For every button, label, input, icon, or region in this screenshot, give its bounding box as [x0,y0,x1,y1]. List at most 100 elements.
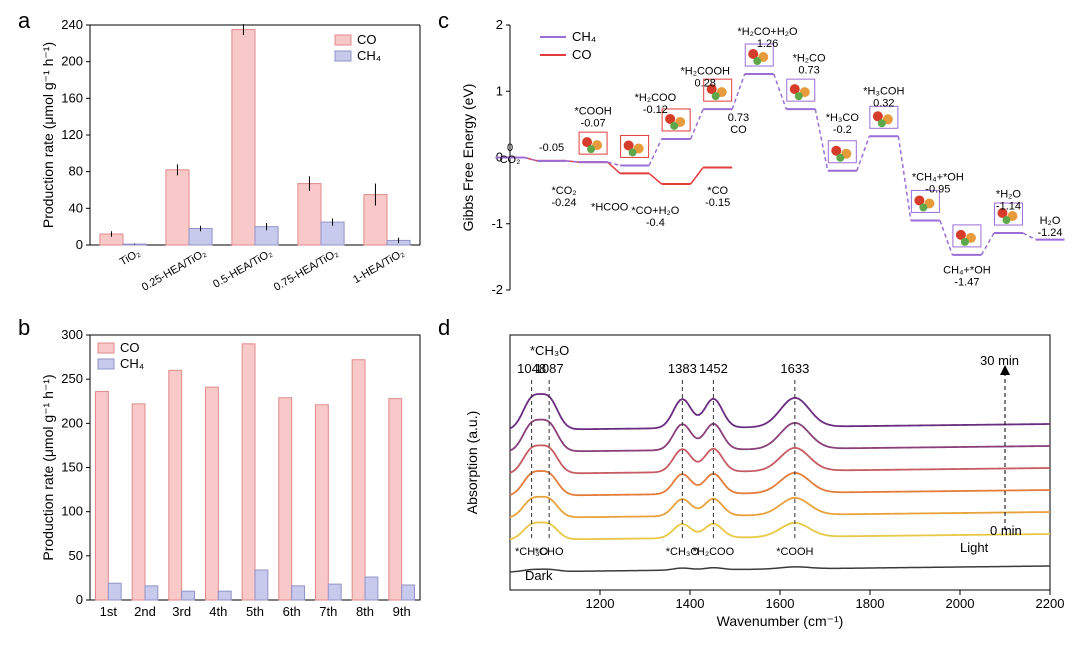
panel-c-chart: -2-1012Gibbs Free Energy (eV)0CO₂-0.05*C… [455,10,1065,310]
svg-text:1.26: 1.26 [757,38,778,50]
intermediate-thumb [579,132,607,154]
svg-text:30 min: 30 min [980,353,1019,368]
svg-text:200: 200 [61,54,83,69]
svg-text:1452: 1452 [699,361,728,376]
svg-text:300: 300 [61,327,83,342]
svg-text:-0.95: -0.95 [925,184,950,196]
svg-text:*H₂CO+H₂O: *H₂CO+H₂O [737,26,798,38]
svg-text:7th: 7th [319,604,337,619]
svg-text:H₂O: H₂O [1040,215,1061,227]
svg-text:1633: 1633 [780,361,809,376]
svg-text:*H₂COOH: *H₂COOH [680,66,730,78]
panel-d-chart: 120014001600180020002200Wavenumber (cm⁻¹… [455,320,1065,640]
svg-text:1087: 1087 [535,361,564,376]
svg-text:250: 250 [61,371,83,386]
intermediate-thumb [953,225,981,247]
svg-text:*COOH: *COOH [776,546,813,558]
svg-text:0.75-HEA/TiO₂: 0.75-HEA/TiO₂ [272,247,341,294]
svg-text:*H₂CO: *H₂CO [793,52,826,64]
svg-text:1400: 1400 [676,596,705,611]
svg-text:*HCOO: *HCOO [591,202,629,214]
svg-text:0: 0 [76,237,83,252]
svg-text:80: 80 [69,164,83,179]
svg-text:*CHO: *CHO [535,546,564,558]
svg-text:0.28: 0.28 [695,78,716,90]
svg-text:200: 200 [61,415,83,430]
panel-b-chart: 0 50 100 150 200 250 300 Production rate (μmol … [35,320,430,640]
svg-text:-0.24: -0.24 [551,197,576,209]
svg-text:*H₂COO: *H₂COO [635,92,677,104]
svg-text:CH₄+*OH: CH₄+*OH [943,264,991,276]
svg-text:*H₂O: *H₂O [996,188,1021,200]
svg-text:-2: -2 [491,282,503,297]
svg-text:9th: 9th [393,604,411,619]
svg-text:2000: 2000 [946,596,975,611]
svg-text:150: 150 [61,460,83,475]
svg-text:CH₄: CH₄ [357,48,381,63]
svg-text:TiO₂: TiO₂ [118,247,143,268]
panel-d-label: d [438,315,450,341]
svg-text:-0.07: -0.07 [581,117,606,129]
panel-b-label: b [18,315,30,341]
svg-text:1383: 1383 [668,361,697,376]
panel-c-label: c [438,8,449,34]
svg-text:5th: 5th [246,604,264,619]
svg-text:1: 1 [496,83,503,98]
svg-text:40: 40 [69,200,83,215]
intermediate-thumb [787,79,815,101]
svg-text:50: 50 [69,548,83,563]
svg-text:Production rate (μmol g⁻¹ h⁻¹): Production rate (μmol g⁻¹ h⁻¹) [40,374,56,560]
svg-text:*COOH: *COOH [574,105,611,117]
intermediate-thumb [870,106,898,128]
svg-text:120: 120 [61,127,83,142]
svg-text:0.5-HEA/TiO₂: 0.5-HEA/TiO₂ [211,247,274,291]
intermediate-thumb [621,135,649,157]
svg-text:CO: CO [730,124,747,136]
panel-a-label: a [18,8,30,34]
svg-text:-1.24: -1.24 [1037,227,1062,239]
svg-text:Production rate (μmol g⁻¹ h⁻¹): Production rate (μmol g⁻¹ h⁻¹) [40,42,56,228]
svg-text:Light: Light [960,540,989,555]
svg-text:0.73: 0.73 [798,64,819,76]
svg-text:CO: CO [357,32,377,47]
svg-text:-1: -1 [491,216,503,231]
svg-text:0: 0 [76,592,83,607]
svg-text:*H₃COH: *H₃COH [863,86,904,98]
svg-text:0: 0 [507,142,513,154]
svg-text:-0.12: -0.12 [643,104,668,116]
svg-text:160: 160 [61,90,83,105]
svg-text:0 min: 0 min [990,523,1022,538]
svg-text:-0.2: -0.2 [833,124,852,136]
svg-text:*CH₄+*OH: *CH₄+*OH [912,172,964,184]
svg-text:*CO: *CO [707,185,728,197]
svg-text:0.25-HEA/TiO₂: 0.25-HEA/TiO₂ [140,247,209,294]
svg-text:-0.15: -0.15 [705,197,730,209]
svg-text:*CO₂: *CO₂ [551,185,576,197]
svg-text:*H₃CO: *H₃CO [826,112,860,124]
svg-text:0.32: 0.32 [873,98,894,110]
svg-text:240: 240 [61,17,83,32]
svg-text:CO: CO [572,47,592,62]
figure-root: a b c d 04080120160200240Production rate… [0,0,1080,654]
panel-a-chart: 0 40 80 120 160 200 240 Production rate (μmol g… [35,10,430,310]
svg-text:CO: CO [120,340,140,355]
svg-text:1800: 1800 [856,596,885,611]
svg-text:1600: 1600 [766,596,795,611]
svg-text:100: 100 [61,504,83,519]
svg-text:2: 2 [496,17,503,32]
svg-text:Dark: Dark [525,568,553,583]
svg-text:3rd: 3rd [172,604,191,619]
svg-text:Gibbs Free Energy (eV): Gibbs Free Energy (eV) [460,84,476,232]
svg-text:8th: 8th [356,604,374,619]
svg-text:Wavenumber (cm⁻¹): Wavenumber (cm⁻¹) [717,613,844,629]
svg-text:-0.4: -0.4 [646,217,665,229]
svg-text:CH₄: CH₄ [572,29,596,44]
svg-text:1-HEA/TiO₂: 1-HEA/TiO₂ [351,247,406,286]
svg-text:1200: 1200 [586,596,615,611]
svg-text:4th: 4th [209,604,227,619]
svg-text:2nd: 2nd [134,604,156,619]
svg-text:-0.05: -0.05 [539,142,564,154]
svg-text:*CH₃O: *CH₃O [530,343,569,358]
svg-text:CH₄: CH₄ [120,356,144,371]
svg-text:CO₂: CO₂ [500,154,521,166]
